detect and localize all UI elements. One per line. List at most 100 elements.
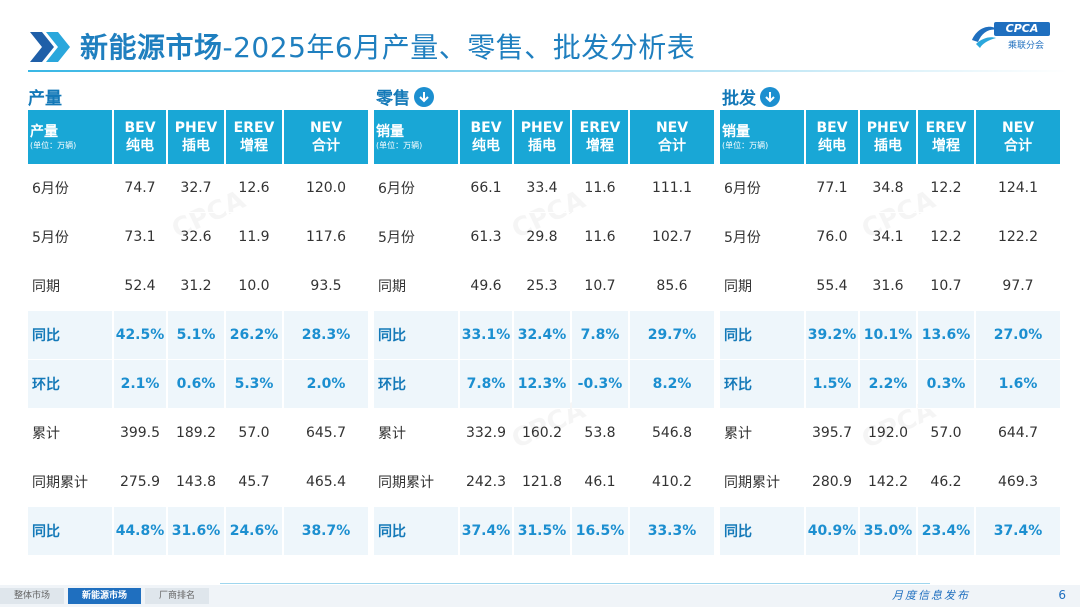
cell-value: 117.6 bbox=[284, 213, 368, 262]
header-cell-bev: BEV 纯电 bbox=[460, 110, 512, 164]
section-label-text: 产量 bbox=[28, 89, 62, 109]
table-row: 同比 40.9% 35.0% 23.4% 37.4% bbox=[720, 507, 1060, 556]
cell-value: 280.9 bbox=[806, 458, 858, 507]
header-cell-bev: BEV 纯电 bbox=[806, 110, 858, 164]
cell-value: 24.6% bbox=[226, 507, 282, 556]
header-code: EREV bbox=[579, 120, 621, 136]
cell-value: 410.2 bbox=[630, 458, 714, 507]
footer: 整体市场 新能源市场 厂商排名 月度信息发布 6 bbox=[0, 583, 1080, 607]
cell-value: 31.6 bbox=[860, 262, 916, 311]
page-title-main: 新能源市场 bbox=[80, 31, 223, 64]
cell-value: 33.4 bbox=[514, 164, 570, 213]
cell-value: 7.8% bbox=[460, 360, 512, 409]
section-label-production: 产量 bbox=[28, 84, 62, 109]
retail-table: 销量 (单位：万辆) BEV 纯电 PHEV 插电 EREV 增程 NEV 合计 6月份 66.1 33… bbox=[372, 110, 716, 556]
cell-value: 27.0% bbox=[976, 311, 1060, 360]
cell-value: 85.6 bbox=[630, 262, 714, 311]
cell-value: 2.2% bbox=[860, 360, 916, 409]
table-row: 同比 39.2% 10.1% 13.6% 27.0% bbox=[720, 311, 1060, 360]
table-row: 同比 44.8% 31.6% 24.6% 38.7% bbox=[28, 507, 368, 556]
footer-tab-nev[interactable]: 新能源市场 bbox=[68, 588, 142, 604]
cell-value: 11.6 bbox=[572, 213, 628, 262]
row-label: 同期 bbox=[720, 262, 804, 311]
header-code: BEV bbox=[470, 120, 502, 136]
table-header-row: 销量 (单位：万辆) BEV 纯电 PHEV 插电 EREV 增程 NEV 合计 bbox=[374, 110, 714, 164]
table-row: 同期 52.4 31.2 10.0 93.5 bbox=[28, 262, 368, 311]
cell-value: 66.1 bbox=[460, 164, 512, 213]
table-row: 累计 332.9 160.2 53.8 546.8 bbox=[374, 409, 714, 458]
header-cell-metric: 销量 (单位：万辆) bbox=[374, 110, 458, 164]
cell-value: 28.3% bbox=[284, 311, 368, 360]
header-desc: 插电 bbox=[528, 138, 556, 154]
cell-value: 33.3% bbox=[630, 507, 714, 556]
row-label: 5月份 bbox=[374, 213, 458, 262]
cell-value: 10.0 bbox=[226, 262, 282, 311]
cell-value: 242.3 bbox=[460, 458, 512, 507]
cell-value: 32.4% bbox=[514, 311, 570, 360]
footer-tabs: 整体市场 新能源市场 厂商排名 bbox=[0, 588, 210, 604]
cell-value: 2.1% bbox=[114, 360, 166, 409]
header-desc: 合计 bbox=[1004, 138, 1032, 154]
cpca-logo-brand: CPCA bbox=[994, 22, 1050, 36]
cell-value: 124.1 bbox=[976, 164, 1060, 213]
header-desc: 增程 bbox=[240, 138, 268, 154]
cell-value: 37.4% bbox=[460, 507, 512, 556]
title-underline bbox=[28, 70, 1068, 72]
cell-value: 61.3 bbox=[460, 213, 512, 262]
page-number: 6 bbox=[1058, 588, 1066, 602]
header-cell-nev: NEV 合计 bbox=[976, 110, 1060, 164]
header-code: PHEV bbox=[174, 120, 218, 136]
cell-value: 73.1 bbox=[114, 213, 166, 262]
header-code: BEV bbox=[816, 120, 848, 136]
cell-value: 399.5 bbox=[114, 409, 166, 458]
header-desc: 合计 bbox=[658, 138, 686, 154]
cell-value: 1.6% bbox=[976, 360, 1060, 409]
cell-value: 97.7 bbox=[976, 262, 1060, 311]
footer-tab-ranking[interactable]: 厂商排名 bbox=[145, 588, 210, 604]
header-code: PHEV bbox=[866, 120, 910, 136]
row-label: 6月份 bbox=[28, 164, 112, 213]
header-desc: 纯电 bbox=[818, 138, 846, 154]
header-cell-nev: NEV 合计 bbox=[284, 110, 368, 164]
table-row: 5月份 73.1 32.6 11.9 117.6 bbox=[28, 213, 368, 262]
cell-value: 46.1 bbox=[572, 458, 628, 507]
cell-value: 2.0% bbox=[284, 360, 368, 409]
double-chevron-icon bbox=[30, 32, 70, 62]
cell-value: 74.7 bbox=[114, 164, 166, 213]
cell-value: 57.0 bbox=[918, 409, 974, 458]
cell-value: 16.5% bbox=[572, 507, 628, 556]
row-label: 同比 bbox=[720, 507, 804, 556]
cell-value: 160.2 bbox=[514, 409, 570, 458]
cell-value: 7.8% bbox=[572, 311, 628, 360]
cell-value: 102.7 bbox=[630, 213, 714, 262]
cell-value: 93.5 bbox=[284, 262, 368, 311]
footer-tab-overall[interactable]: 整体市场 bbox=[0, 588, 65, 604]
cell-value: 11.6 bbox=[572, 164, 628, 213]
cell-value: 12.3% bbox=[514, 360, 570, 409]
cell-value: 32.7 bbox=[168, 164, 224, 213]
header-code: EREV bbox=[925, 120, 967, 136]
header-cell-metric: 销量 (单位：万辆) bbox=[720, 110, 804, 164]
row-label: 累计 bbox=[374, 409, 458, 458]
table-row: 同期累计 242.3 121.8 46.1 410.2 bbox=[374, 458, 714, 507]
production-table: 产量 (单位：万辆) BEV 纯电 PHEV 插电 EREV 增程 NEV 合计 6月份 74.7 32… bbox=[26, 110, 370, 556]
header-code: BEV bbox=[124, 120, 156, 136]
row-label: 同比 bbox=[374, 311, 458, 360]
page-title: 新能源市场-2025年6月产量、零售、批发分析表 bbox=[80, 26, 695, 66]
cell-value: 23.4% bbox=[918, 507, 974, 556]
cell-value: 33.1% bbox=[460, 311, 512, 360]
cell-value: 29.8 bbox=[514, 213, 570, 262]
arrow-down-circle-icon bbox=[760, 86, 780, 107]
cell-value: 10.7 bbox=[572, 262, 628, 311]
row-label: 同比 bbox=[28, 507, 112, 556]
table-row: 同期 49.6 25.3 10.7 85.6 bbox=[374, 262, 714, 311]
cell-value: 332.9 bbox=[460, 409, 512, 458]
row-label: 6月份 bbox=[720, 164, 804, 213]
header-code: EREV bbox=[233, 120, 275, 136]
table-row: 同比 42.5% 5.1% 26.2% 28.3% bbox=[28, 311, 368, 360]
table-row: 6月份 74.7 32.7 12.6 120.0 bbox=[28, 164, 368, 213]
cell-value: 5.3% bbox=[226, 360, 282, 409]
table-row: 同比 37.4% 31.5% 16.5% 33.3% bbox=[374, 507, 714, 556]
table-row: 同比 33.1% 32.4% 7.8% 29.7% bbox=[374, 311, 714, 360]
cell-value: 35.0% bbox=[860, 507, 916, 556]
